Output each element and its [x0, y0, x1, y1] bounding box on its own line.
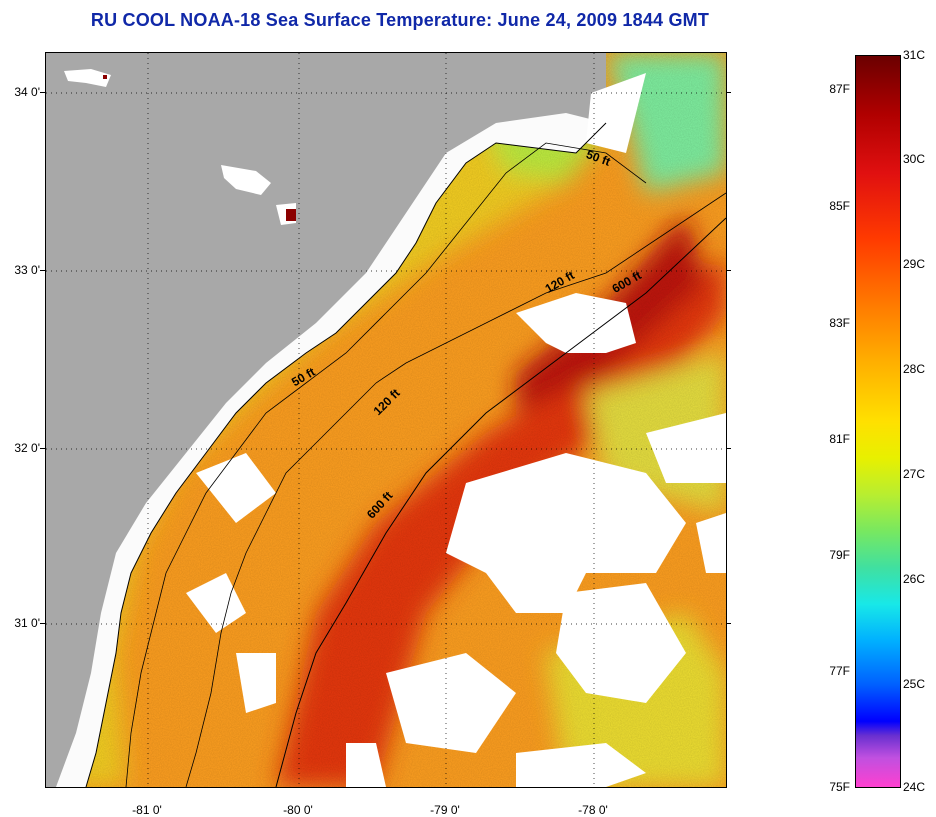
colorbar-f-85: 85F	[829, 199, 850, 213]
colorbar-c-25: 25C	[903, 677, 926, 691]
colorbar-f-77: 77F	[829, 664, 850, 678]
sst-map: 50 ft 120 ft 600 ft 50 ft 120 ft 600 ft	[45, 52, 727, 788]
cloud-mask	[186, 293, 726, 787]
colorbar-f-81: 81F	[829, 432, 850, 446]
graticule	[46, 53, 726, 787]
lat-label-33: 33 0'	[14, 263, 40, 277]
colorbar-f-83: 83F	[829, 316, 850, 330]
map-title: RU COOL NOAA-18 Sea Surface Temperature:…	[90, 10, 710, 30]
colorbar-c-27: 27C	[903, 467, 926, 481]
shoreline	[85, 122, 607, 787]
lon-label-80: -80 0'	[283, 803, 313, 817]
sst-imagery	[46, 53, 726, 787]
lat-label-34: 34 0'	[14, 85, 40, 99]
isobath-600ft	[275, 217, 726, 787]
colorbar-c-29: 29C	[903, 257, 926, 271]
colorbar-c-30: 30C	[903, 152, 926, 166]
lon-label-79: -79 0'	[430, 803, 460, 817]
colorbar-f-87: 87F	[829, 82, 850, 96]
isobath-50ft	[125, 142, 647, 787]
colorbar-c-28: 28C	[903, 362, 926, 376]
isobath-120ft	[185, 192, 726, 787]
colorbar-f-75: 75F	[829, 780, 850, 794]
colorbar-f-79: 79F	[829, 548, 850, 562]
lon-label-81: -81 0'	[132, 803, 162, 817]
temperature-colorbar	[855, 55, 901, 788]
colorbar-c-26: 26C	[903, 572, 926, 586]
lon-label-78: -78 0'	[578, 803, 608, 817]
lat-label-31: 31 0'	[14, 616, 40, 630]
land-mass	[46, 53, 606, 787]
colorbar-c-24: 24C	[903, 780, 926, 794]
colorbar-c-31: 31C	[903, 48, 926, 62]
lat-label-32: 32 0'	[14, 441, 40, 455]
